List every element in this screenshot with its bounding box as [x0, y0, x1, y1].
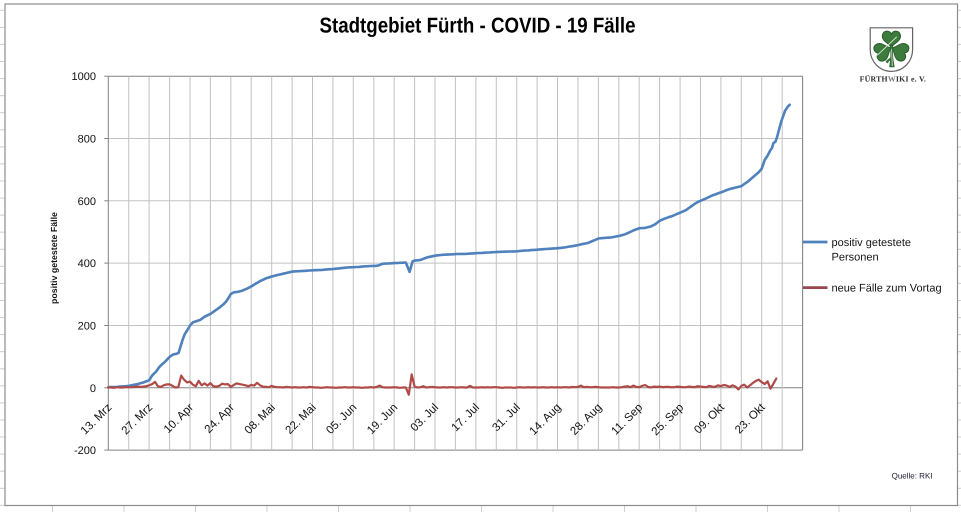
svg-text:positiv getestete: positiv getestete [832, 237, 912, 249]
svg-text:FÜRTHWIKI e. V.: FÜRTHWIKI e. V. [860, 75, 926, 84]
svg-text:Personen: Personen [832, 251, 879, 263]
svg-text:Quelle: RKI: Quelle: RKI [892, 472, 933, 481]
svg-text:Stadtgebiet Fürth - COVID - 19: Stadtgebiet Fürth - COVID - 19 Fälle [320, 14, 636, 38]
svg-text:600: 600 [78, 196, 96, 208]
svg-text:positiv getestete Fälle: positiv getestete Fälle [49, 212, 59, 304]
svg-text:0: 0 [90, 383, 96, 395]
svg-text:200: 200 [78, 321, 96, 333]
svg-text:800: 800 [78, 134, 96, 146]
svg-text:neue Fälle zum Vortag: neue Fälle zum Vortag [832, 282, 942, 294]
svg-text:1000: 1000 [72, 71, 96, 83]
svg-text:400: 400 [78, 258, 96, 270]
svg-text:-200: -200 [74, 445, 96, 457]
